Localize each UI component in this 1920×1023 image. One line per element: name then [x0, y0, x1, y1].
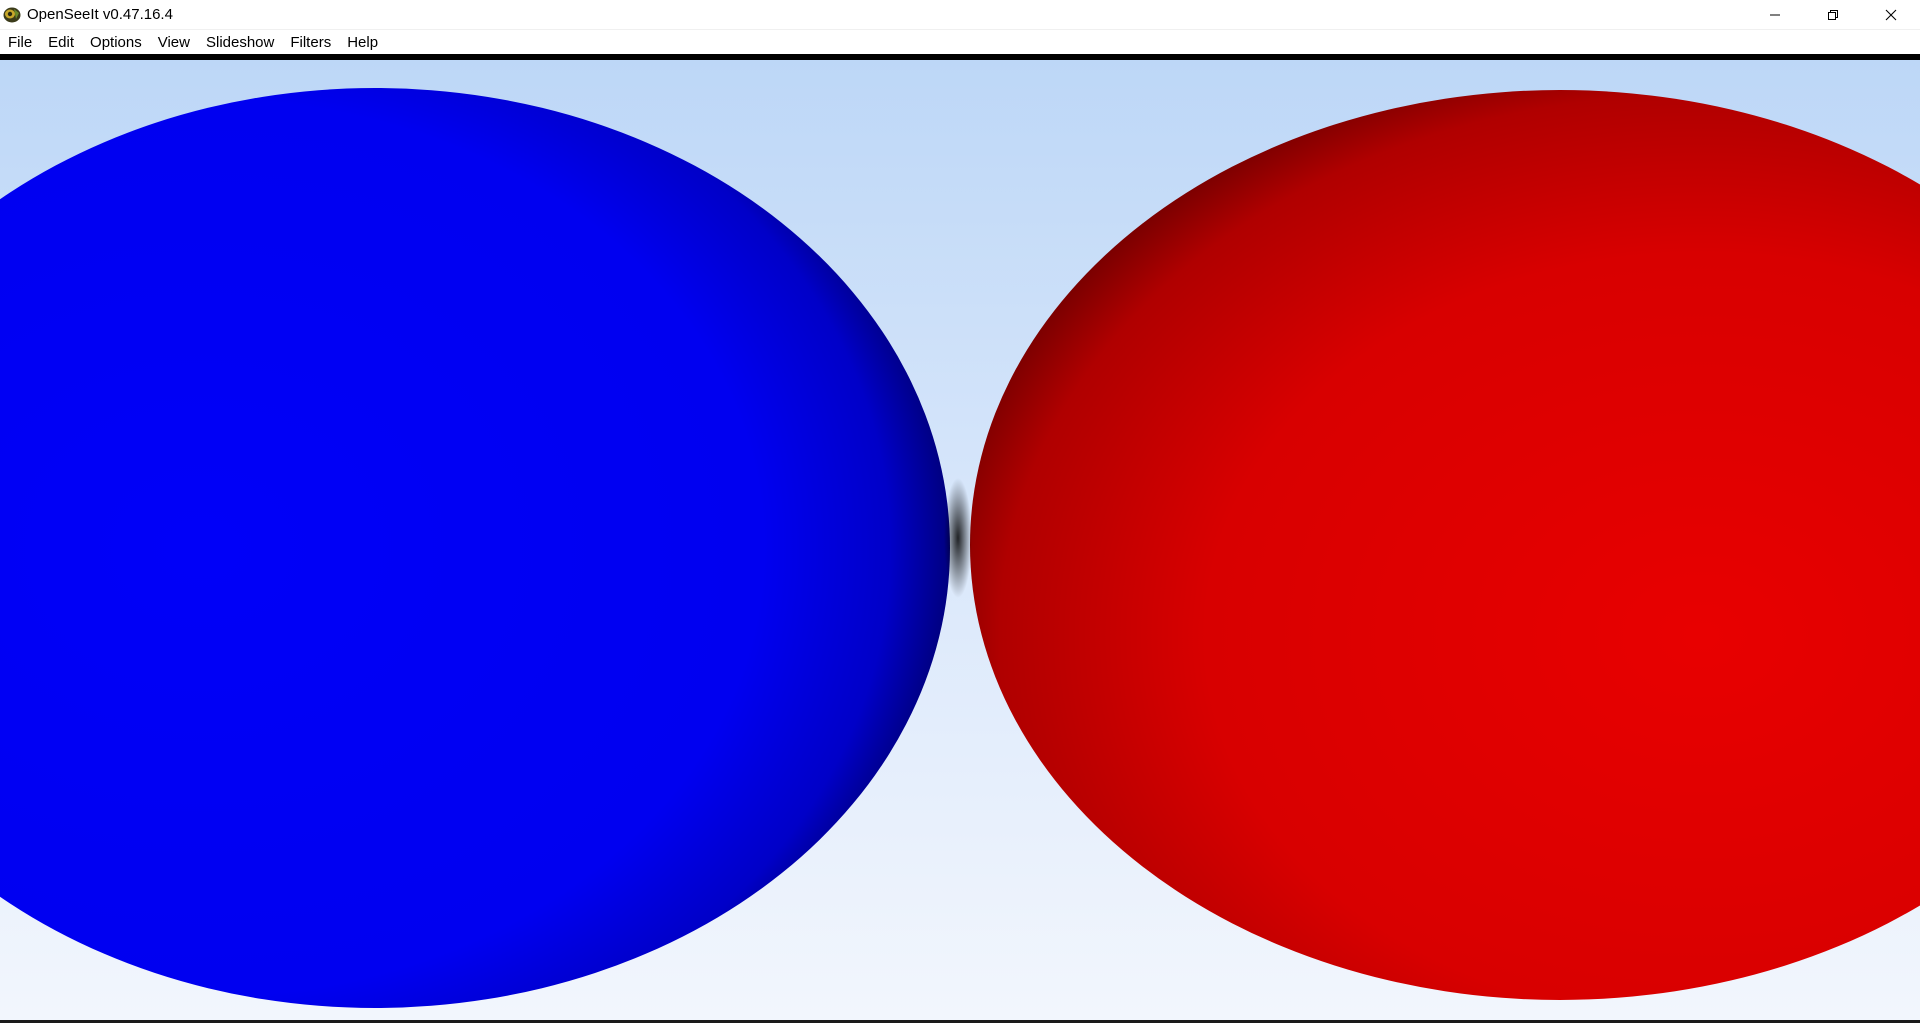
restore-button[interactable] [1804, 0, 1862, 29]
contact-shadow [944, 478, 972, 598]
close-icon [1885, 9, 1897, 20]
openseeit-logo-icon[interactable] [2, 5, 22, 25]
menu-options[interactable]: Options [90, 33, 142, 51]
image-viewer[interactable] [0, 60, 1920, 1020]
viewer-bottom-border [0, 1020, 1920, 1023]
minimize-button[interactable] [1746, 0, 1804, 29]
window-title: OpenSeeIt v0.47.16.4 [27, 6, 173, 23]
blue-sphere [0, 88, 950, 1008]
menu-view[interactable]: View [157, 33, 190, 51]
rendered-image [0, 60, 1920, 1020]
viewer-top-border [0, 54, 1920, 60]
minimize-icon [1770, 14, 1780, 15]
menu-filters[interactable]: Filters [290, 33, 332, 51]
title-bar[interactable]: OpenSeeIt v0.47.16.4 [0, 0, 1920, 29]
menu-file[interactable]: File [8, 33, 33, 51]
restore-icon [1828, 9, 1838, 20]
menu-edit[interactable]: Edit [48, 33, 75, 51]
window-controls [1746, 0, 1920, 29]
close-button[interactable] [1862, 0, 1920, 29]
red-sphere [970, 90, 1920, 1000]
menu-bar: File Edit Options View Slideshow Filters… [0, 29, 1920, 54]
menu-slideshow[interactable]: Slideshow [205, 33, 275, 51]
menu-help[interactable]: Help [347, 33, 379, 51]
